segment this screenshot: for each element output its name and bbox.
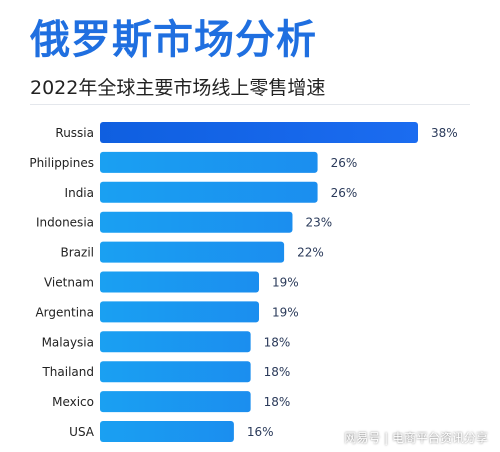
bar-mexico [100, 391, 251, 413]
bar-malaysia [100, 331, 251, 353]
bar-brazil [100, 241, 285, 263]
category-label: Thailand [41, 365, 94, 379]
value-label: 18% [264, 395, 291, 409]
category-label: India [65, 186, 94, 200]
chart-subtitle: 2022年全球主要市场线上零售增速 [30, 77, 326, 99]
bar-vietnam [100, 271, 259, 293]
value-label: 18% [264, 365, 291, 379]
category-label: Russia [55, 126, 94, 140]
category-label: Philippines [29, 156, 94, 170]
value-label: 19% [272, 305, 299, 319]
value-label: 23% [305, 216, 332, 230]
category-label: Malaysia [42, 335, 94, 349]
bar-india [100, 181, 318, 203]
bar-usa [100, 421, 234, 442]
bar-russia [100, 122, 418, 143]
value-label: 26% [331, 186, 358, 200]
value-label: 26% [331, 156, 358, 170]
divider [30, 104, 470, 105]
value-label: 16% [247, 425, 274, 439]
watermark: 网易号 | 电商平台资讯分享 [344, 431, 488, 445]
category-label: Indonesia [36, 216, 94, 230]
bar-indonesia [100, 211, 293, 233]
bars-group: Russia 38% Philippines 26% India 26% Indonesia… [29, 122, 458, 442]
value-label: 22% [297, 246, 324, 260]
page-title: 俄罗斯市场分析 [30, 17, 317, 63]
category-label: Argentina [35, 305, 94, 319]
category-label: USA [69, 425, 95, 439]
category-label: Brazil [61, 246, 95, 260]
category-label: Mexico [52, 395, 94, 409]
bar-thailand [100, 361, 251, 383]
value-label: 19% [272, 276, 299, 290]
value-label: 38% [431, 126, 458, 140]
bar-philippines [100, 151, 318, 173]
bar-argentina [100, 301, 259, 323]
category-label: Vietnam [44, 276, 94, 290]
value-label: 18% [264, 335, 291, 349]
